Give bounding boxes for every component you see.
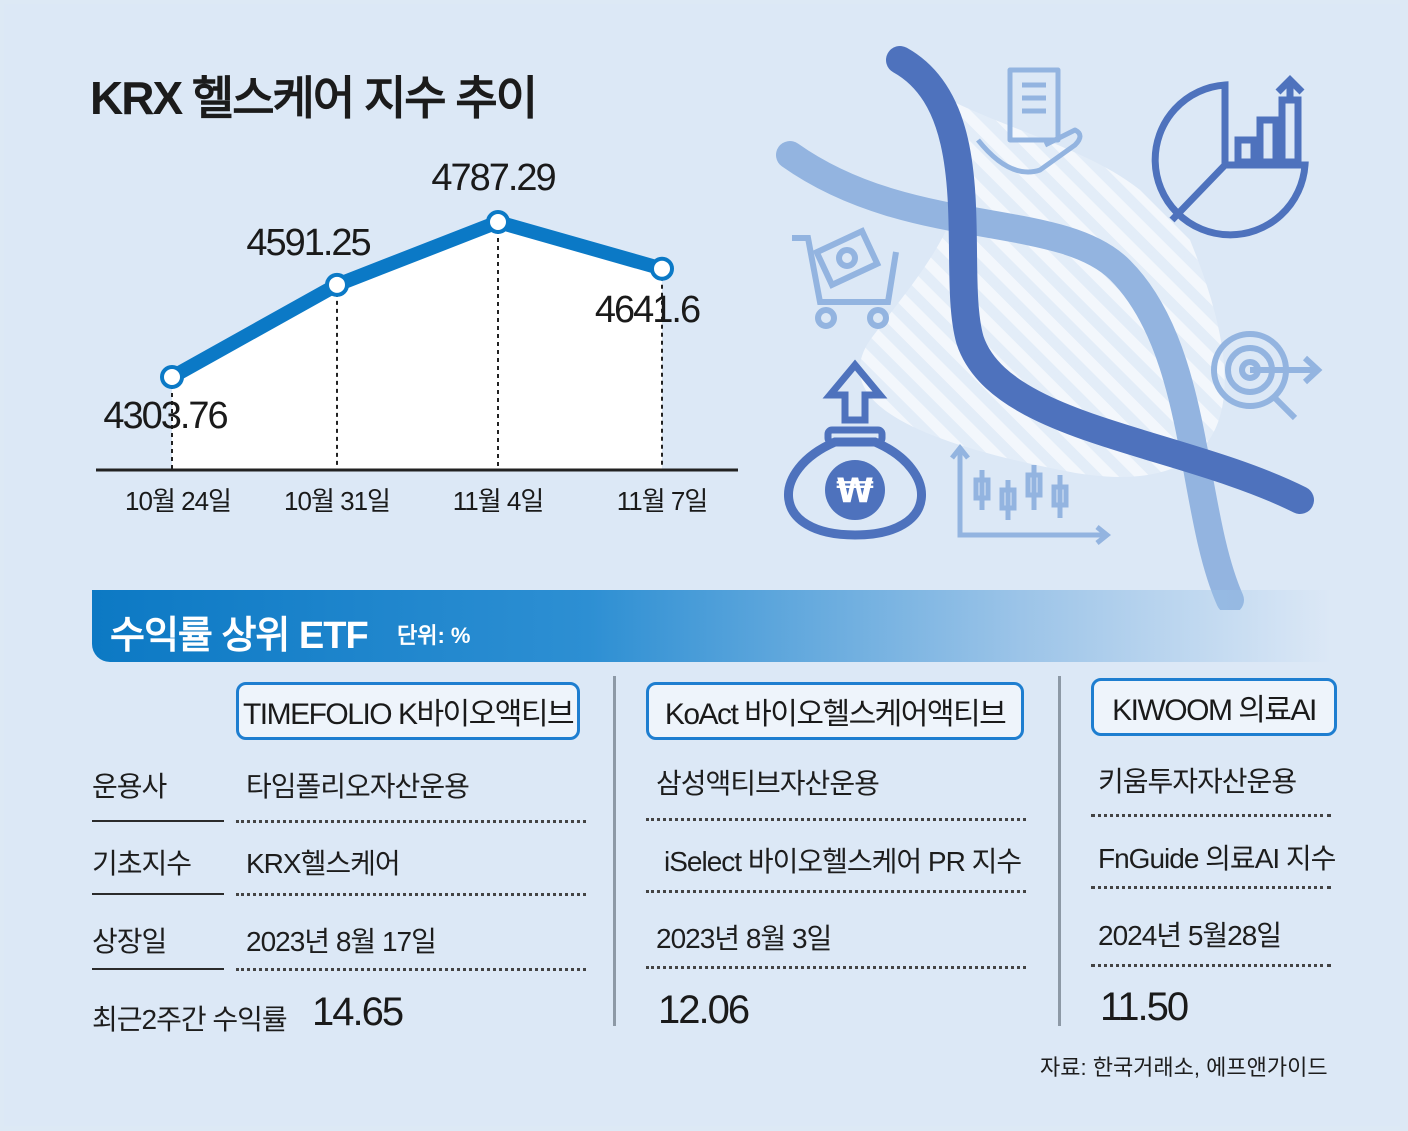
data-point [650,256,674,281]
chart-area-fill [172,222,662,470]
etf-base-index: KRX헬스케어 [246,848,401,879]
etf-manager: 타임폴리오자산운용 [246,771,470,802]
x-tick-label: 11월 7일 [617,486,708,516]
etf-base-index: iSelect 바이오헬스케어 PR 지수 [664,846,1022,877]
x-tick-label: 11월 4일 [453,486,544,516]
source-note: 자료: 한국거래소, 에프앤가이드 [1040,1055,1328,1080]
etf-base-index: FnGuide 의료AI 지수 [1098,843,1336,874]
dotted-rule [1091,964,1331,967]
data-point [486,210,510,234]
dotted-rule [236,968,586,971]
line-chart: 4303.76 4591.25 4787.29 4641.6 10월 24일 10월 31… [96,157,738,516]
data-label: 4303.76 [103,395,227,437]
money-bag-won-icon: ₩ [784,359,926,540]
etf-section-title: 수익률 상위 ETF [110,615,369,657]
row-label-return: 최근2주간 수익률 [92,1004,288,1035]
dotted-rule [646,818,1026,821]
data-point [160,365,184,389]
building-hand-icon [976,67,1083,175]
data-label: 4641.6 [595,289,700,331]
dotted-rule [646,966,1026,969]
data-label: 4787.29 [431,157,555,199]
shopping-cart-money-icon [792,227,899,329]
etf-manager: 키움투자자산운용 [1098,766,1297,797]
x-tick-label: 10월 31일 [284,486,390,516]
etf-unit-label: 단위: % [397,623,471,648]
svg-text:₩: ₩ [836,471,874,511]
etf-section-banner: 수익률 상위 ETF 단위: % [92,590,1332,662]
etf-name-kiwoom: KIWOOM 의료AI [1091,678,1337,736]
etf-return: 12.06 [658,988,750,1032]
etf-name-koact: KoAct 바이오헬스케어액티브 [646,682,1024,740]
row-label-listing-date: 상장일 [92,926,167,957]
etf-return: 11.50 [1100,985,1189,1029]
row-label-base-index: 기초지수 [92,848,192,879]
infographic-frame [4,4,1400,1126]
dotted-rule [236,893,586,896]
dotted-rule [1091,886,1331,889]
dotted-rule [1091,814,1331,817]
column-divider [613,676,616,1026]
decorative-illustration: ₩ [776,46,1323,610]
column-divider [1058,676,1061,1026]
data-label: 4591.25 [246,222,370,264]
data-point [325,272,349,297]
pie-chart-growth-icon [1151,75,1309,239]
label-rule [92,893,224,895]
x-tick-label: 10월 24일 [125,486,231,516]
dotted-rule [236,820,586,823]
target-search-icon [1211,331,1323,421]
etf-name-timefolio: TIMEFOLIO K바이오액티브 [236,682,580,740]
etf-listing-date: 2024년 5월28일 [1098,920,1282,951]
candlestick-chart-icon [950,443,1112,545]
etf-return: 14.65 [312,990,404,1034]
row-label-manager: 운용사 [92,771,167,802]
dotted-rule [646,890,1026,893]
label-rule [92,968,224,970]
etf-listing-date: 2023년 8월 17일 [246,926,437,957]
series-line [165,215,669,384]
etf-listing-date: 2023년 8월 3일 [656,923,832,954]
label-rule [92,820,224,822]
chart-title: KRX 헬스케어 지수 추이 [90,72,538,124]
etf-manager: 삼성액티브자산운용 [656,768,880,799]
dna-helix-icon [776,46,1314,610]
